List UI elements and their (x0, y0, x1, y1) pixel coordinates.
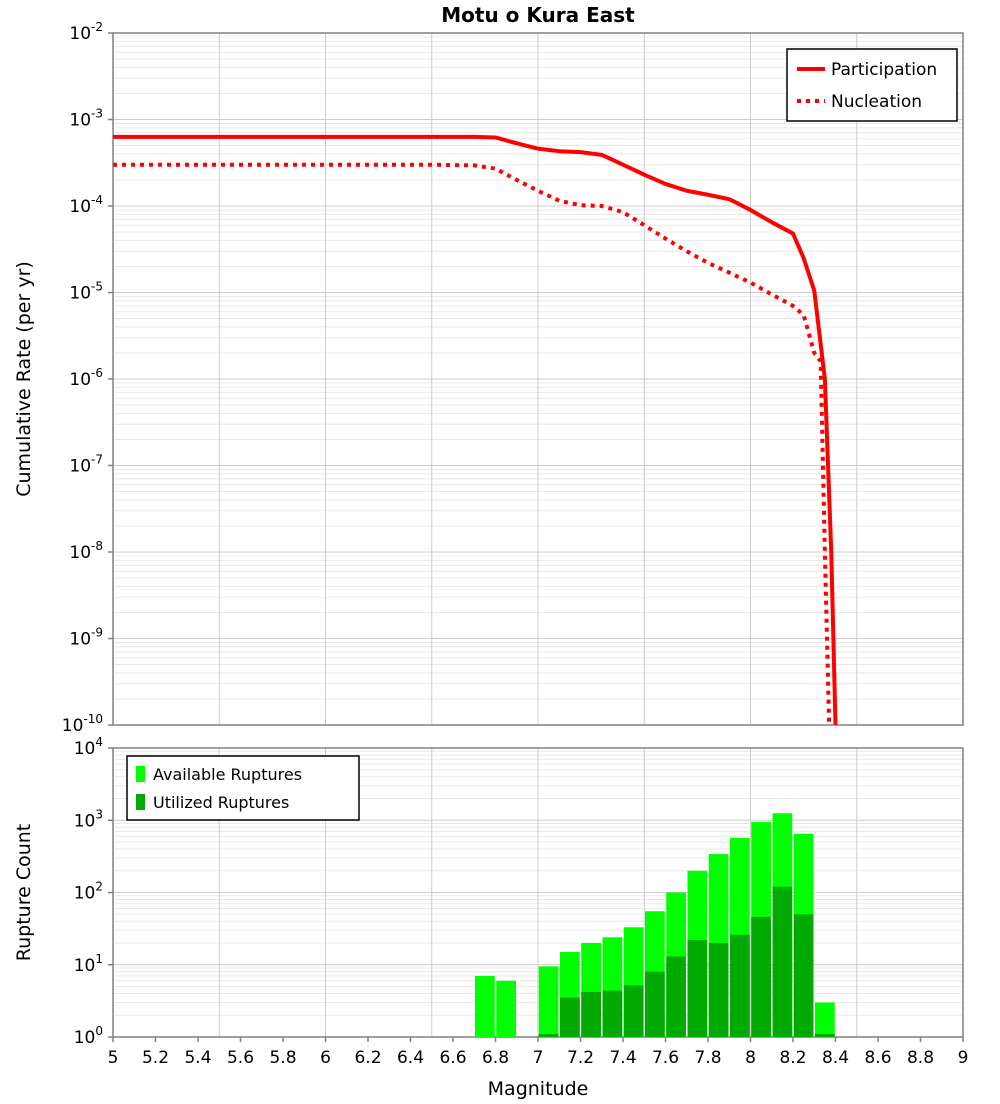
legend-box (786, 48, 958, 122)
bar-utilized-ruptures (687, 940, 708, 1037)
bar-available-ruptures (538, 966, 559, 1037)
bar-available-ruptures (496, 980, 516, 1037)
y-tick-label: 100 (74, 1024, 103, 1048)
y-tick-label: 10-9 (69, 626, 103, 650)
bottom-panel-y-axis-title: Rupture Count (13, 824, 35, 962)
rate-curves (113, 134, 838, 726)
bottom-panel-x-ticks: 5 5.2 5.4 5.6 5.8 6 6.2 6.4 6.6 6.8 7 7.2 7.4 7.6 7.8 8… (108, 1037, 969, 1068)
y-tick-label: 102 (74, 880, 103, 904)
y-tick-label: 103 (74, 807, 103, 831)
top-panel-legend: Participation Nucleation (786, 48, 958, 122)
x-tick-label: 7.2 (567, 1048, 594, 1068)
x-tick-label: 6.8 (482, 1048, 509, 1068)
bar-utilized-ruptures (793, 914, 814, 1037)
x-tick-label: 7 (533, 1048, 544, 1068)
bottom-panel-y-ticks: 100 101 102 103 104 (74, 735, 113, 1048)
y-tick-label: 10-3 (69, 107, 103, 131)
x-tick-label: 7.4 (609, 1048, 636, 1068)
bar-utilized-ruptures (772, 886, 793, 1037)
rupture-bars (475, 813, 835, 1037)
y-tick-label: 10-2 (69, 20, 103, 44)
x-tick-label: 7.8 (694, 1048, 721, 1068)
bar-utilized-ruptures (815, 1034, 835, 1037)
legend-label: Participation (831, 60, 937, 80)
top-panel-grid (112, 32, 964, 726)
x-tick-label: 8.6 (864, 1048, 891, 1068)
legend-label: Available Ruptures (153, 765, 302, 784)
x-tick-label: 8.8 (907, 1048, 934, 1068)
bar-available-ruptures (815, 1002, 835, 1037)
x-tick-label: 6 (320, 1048, 331, 1068)
x-tick-label: 5.2 (142, 1048, 169, 1068)
bar-utilized-ruptures (645, 971, 665, 1037)
top-panel-y-ticks: 10-10 10-9 10-8 10-7 10-6 10-5 10-4 10-3 10-2 (62, 20, 113, 736)
x-tick-label: 6.6 (439, 1048, 466, 1068)
x-tick-label: 8.4 (822, 1048, 849, 1068)
x-tick-label: 9 (958, 1048, 969, 1068)
bar-utilized-ruptures (581, 991, 601, 1037)
bar-utilized-ruptures (560, 997, 580, 1037)
y-tick-label: 10-4 (69, 193, 103, 217)
y-tick-label: 104 (74, 735, 103, 759)
x-tick-label: 5.8 (269, 1048, 296, 1068)
bar-available-ruptures (475, 975, 495, 1037)
legend-label: Nucleation (831, 92, 922, 112)
x-tick-label: 6.2 (354, 1048, 381, 1068)
y-tick-label: 10-8 (69, 539, 103, 563)
bar-utilized-ruptures (538, 1034, 559, 1037)
top-panel-y-axis-title: Cumulative Rate (per yr) (13, 261, 35, 497)
bar-utilized-ruptures (623, 985, 644, 1037)
y-tick-label: 10-10 (62, 712, 103, 736)
y-tick-label: 10-5 (69, 280, 103, 304)
square-swatch-icon (136, 794, 145, 810)
legend-label: Utilized Ruptures (153, 793, 289, 812)
x-axis-title: Magnitude (488, 1078, 589, 1100)
bar-utilized-ruptures (730, 934, 750, 1037)
y-tick-label: 10-6 (69, 366, 103, 390)
x-tick-label: 7.6 (652, 1048, 679, 1068)
y-tick-label: 10-7 (69, 453, 103, 477)
curve-nucleation (113, 162, 832, 726)
x-tick-label: 8.2 (779, 1048, 806, 1068)
x-tick-label: 6.4 (397, 1048, 424, 1068)
legend-box (126, 755, 360, 821)
x-tick-label: 5.4 (184, 1048, 211, 1068)
curve-participation (113, 134, 838, 726)
bar-utilized-ruptures (708, 943, 729, 1037)
bar-utilized-ruptures (602, 990, 623, 1037)
page-title: Motu o Kura East (441, 3, 635, 27)
x-tick-label: 5.6 (227, 1048, 254, 1068)
bottom-panel-legend: Available Ruptures Utilized Ruptures (126, 755, 360, 821)
square-swatch-icon (136, 766, 145, 782)
y-tick-label: 101 (74, 952, 103, 976)
x-tick-label: 5 (108, 1048, 119, 1068)
x-tick-label: 8 (745, 1048, 756, 1068)
bar-utilized-ruptures (751, 916, 771, 1037)
bar-utilized-ruptures (666, 956, 686, 1037)
